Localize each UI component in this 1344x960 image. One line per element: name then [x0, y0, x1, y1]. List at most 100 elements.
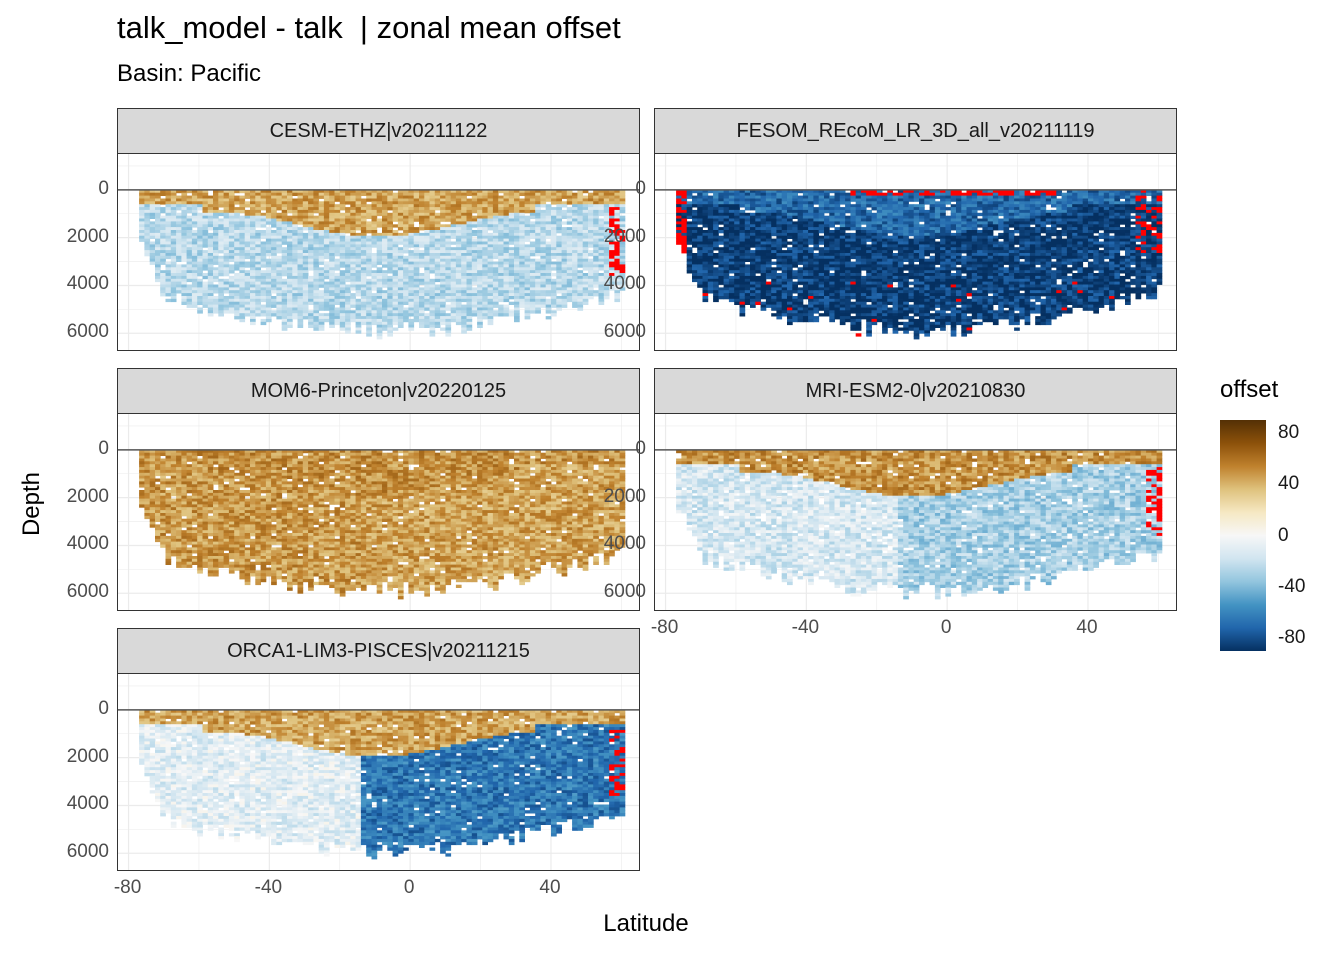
- heatmap-cell: [334, 307, 341, 311]
- heatmap-cell: [434, 304, 441, 308]
- heatmap-cell: [281, 290, 288, 294]
- heatmap-cell: [503, 281, 510, 285]
- heatmap-cell: [802, 293, 809, 297]
- heatmap-cell: [397, 212, 404, 217]
- heatmap-cell: [450, 301, 457, 305]
- heatmap-cell: [413, 293, 420, 297]
- heatmap-cell: [186, 230, 193, 234]
- heatmap-cell: [424, 321, 430, 326]
- heatmap-cell: [813, 192, 820, 196]
- heatmap-cell: [776, 218, 783, 222]
- heatmap-cell: [792, 189, 798, 194]
- heatmap-cell: [371, 264, 378, 268]
- heatmap-cell: [707, 198, 714, 202]
- heatmap-cell: [440, 230, 446, 234]
- heatmap-cell: [760, 221, 767, 225]
- heatmap-cell: [702, 275, 709, 280]
- heatmap-cell: [313, 284, 320, 288]
- heatmap-cell: [350, 278, 356, 283]
- heatmap-cell: [707, 215, 714, 219]
- heatmap-cell: [350, 209, 356, 214]
- heatmap-cell: [155, 218, 161, 222]
- heatmap-cell: [419, 207, 425, 211]
- heatmap-cell: [213, 204, 219, 208]
- heatmap-cell: [728, 209, 735, 214]
- heatmap-cell: [271, 267, 277, 271]
- heatmap-cell: [250, 321, 256, 326]
- heatmap-cell: [366, 215, 372, 219]
- heatmap-cell: [739, 301, 746, 305]
- heatmap-cell: [355, 273, 362, 277]
- heatmap-cell: [787, 318, 793, 323]
- heatmap-cell: [760, 307, 767, 311]
- heatmap-cell: [572, 198, 578, 202]
- heatmap-cell: [429, 207, 436, 211]
- heatmap-cell: [603, 287, 610, 291]
- heatmap-cell: [455, 209, 462, 214]
- heatmap-cell: [260, 224, 267, 228]
- heatmap-cell: [713, 293, 719, 297]
- heatmap-cell: [287, 195, 293, 199]
- heatmap-cell: [734, 238, 740, 242]
- heatmap-cell: [792, 313, 798, 317]
- heatmap-cell: [765, 261, 772, 265]
- heatmap-cell: [792, 258, 798, 262]
- heatmap-cell: [781, 244, 788, 248]
- heatmap-cell: [760, 235, 767, 239]
- heatmap-cell: [676, 224, 682, 228]
- heatmap-cell: [213, 304, 219, 308]
- heatmap-cell: [287, 218, 293, 222]
- heatmap-cell: [614, 241, 621, 245]
- heatmap-cell: [403, 284, 409, 288]
- heatmap-cell: [186, 301, 193, 305]
- heatmap-cell: [323, 230, 330, 234]
- heatmap-cell: [308, 201, 314, 205]
- heatmap-cell: [529, 221, 536, 225]
- heatmap-cell: [387, 287, 393, 291]
- heatmap-cell: [561, 201, 568, 205]
- heatmap-cell: [540, 304, 547, 308]
- heatmap-cell: [471, 195, 478, 199]
- heatmap-cell: [588, 209, 594, 214]
- heatmap-cell: [492, 298, 499, 303]
- heatmap-cell: [371, 204, 378, 208]
- heatmap-cell: [702, 270, 709, 274]
- heatmap-cell: [350, 224, 356, 228]
- heatmap-cell: [739, 198, 746, 202]
- heatmap-cell: [498, 304, 504, 308]
- heatmap-cell: [787, 278, 793, 283]
- heatmap-cell: [471, 310, 478, 314]
- heatmap-cell: [218, 250, 224, 254]
- heatmap-cell: [609, 221, 615, 225]
- heatmap-cell: [434, 290, 441, 294]
- heatmap-cell: [297, 218, 304, 222]
- heatmap-cell: [165, 298, 172, 303]
- heatmap-cell: [387, 224, 393, 228]
- heatmap-cell: [440, 321, 446, 326]
- heatmap-cell: [728, 255, 735, 260]
- heatmap-cell: [207, 278, 214, 283]
- heatmap-cell: [734, 296, 740, 300]
- heatmap-cell: [323, 287, 330, 291]
- heatmap-cell: [223, 241, 230, 245]
- heatmap-cell: [723, 281, 730, 285]
- heatmap-cell: [482, 273, 488, 277]
- heatmap-cell: [508, 310, 515, 314]
- heatmap-cell: [213, 310, 219, 314]
- heatmap-cell: [445, 227, 452, 231]
- heatmap-cell: [824, 230, 830, 234]
- heatmap-cell: [308, 189, 314, 194]
- heatmap-cell: [824, 293, 830, 297]
- heatmap-cell: [739, 218, 746, 222]
- heatmap-cell: [376, 244, 383, 248]
- heatmap-cell: [228, 221, 235, 225]
- heatmap-cell: [313, 207, 320, 211]
- heatmap-cell: [503, 207, 510, 211]
- heatmap-cell: [202, 253, 209, 257]
- heatmap-cell: [445, 307, 452, 311]
- heatmap-cell: [197, 247, 203, 251]
- heatmap-cell: [223, 244, 230, 248]
- heatmap-cell: [350, 244, 356, 248]
- heatmap-cell: [440, 267, 446, 271]
- heatmap-cell: [197, 232, 203, 237]
